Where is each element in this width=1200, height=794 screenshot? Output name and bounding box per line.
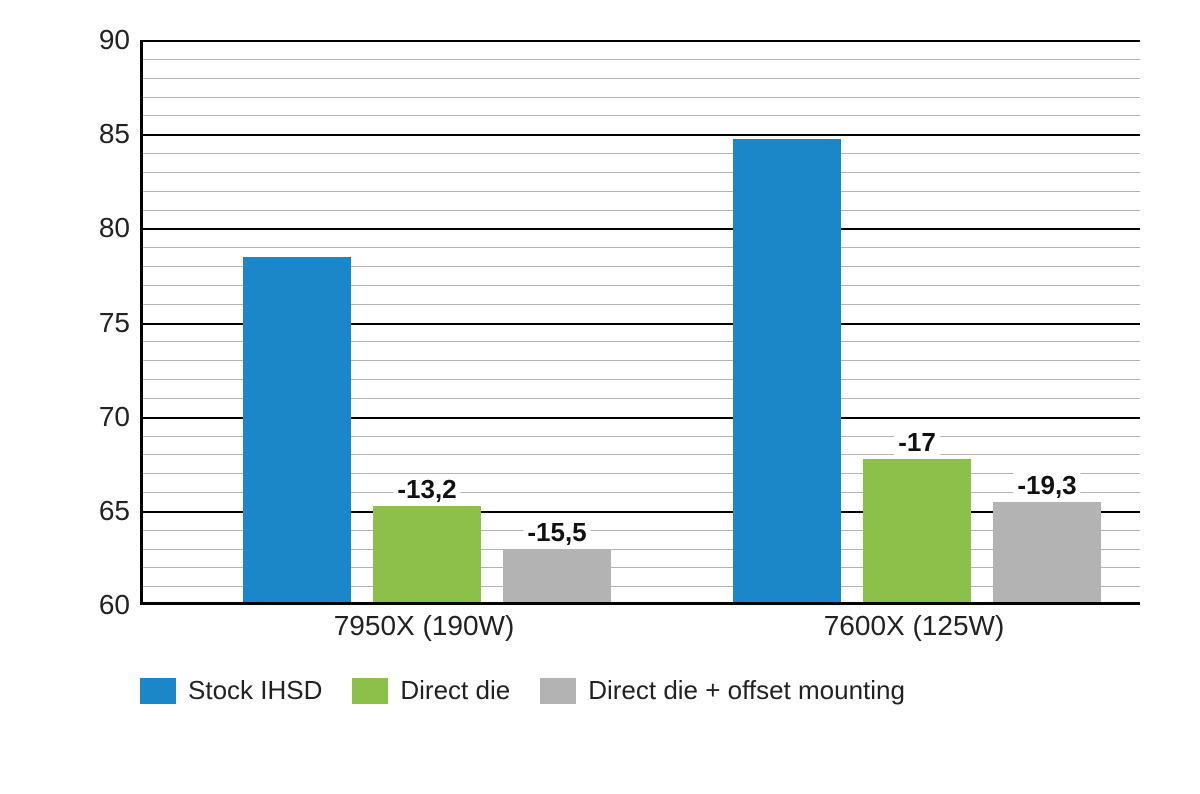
chart-container: 60657075808590-13,2-15,5-17-19,3 Stock I… <box>60 30 1160 730</box>
gridline-minor <box>143 153 1140 154</box>
bar <box>373 506 481 602</box>
bar-value-label: -15,5 <box>523 517 590 548</box>
bar <box>863 459 971 602</box>
gridline-minor <box>143 191 1140 192</box>
y-axis-tick-label: 75 <box>70 307 130 339</box>
gridline-major <box>143 134 1140 136</box>
legend-item: Stock IHSD <box>140 675 322 706</box>
gridline-major <box>143 40 1140 42</box>
bar <box>243 257 351 602</box>
gridline-major <box>143 228 1140 230</box>
plot-area: 60657075808590-13,2-15,5-17-19,3 <box>140 40 1140 605</box>
legend-item: Direct die <box>352 675 510 706</box>
legend-label: Direct die + offset mounting <box>588 675 905 706</box>
y-axis-tick-label: 85 <box>70 118 130 150</box>
x-axis-category-label: 7600X (125W) <box>824 610 1005 642</box>
y-axis-tick-label: 60 <box>70 589 130 621</box>
gridline-minor <box>143 97 1140 98</box>
bar <box>993 502 1101 602</box>
legend: Stock IHSD Direct die Direct die + offset … <box>140 675 905 706</box>
y-axis-tick-label: 80 <box>70 212 130 244</box>
legend-label: Stock IHSD <box>188 675 322 706</box>
legend-swatch <box>540 678 576 704</box>
y-axis-tick-label: 70 <box>70 401 130 433</box>
legend-label: Direct die <box>400 675 510 706</box>
y-axis-tick-label: 90 <box>70 24 130 56</box>
legend-swatch <box>352 678 388 704</box>
bar <box>733 139 841 602</box>
y-axis-tick-label: 65 <box>70 495 130 527</box>
gridline-minor <box>143 59 1140 60</box>
gridline-minor <box>143 210 1140 211</box>
bar-value-label: -13,2 <box>393 474 460 505</box>
gridline-minor <box>143 247 1140 248</box>
bar <box>503 549 611 602</box>
gridline-minor <box>143 115 1140 116</box>
x-axis-category-label: 7950X (190W) <box>334 610 515 642</box>
gridline-minor <box>143 172 1140 173</box>
legend-item: Direct die + offset mounting <box>540 675 905 706</box>
bar-value-label: -17 <box>894 427 940 458</box>
gridline-minor <box>143 78 1140 79</box>
legend-swatch <box>140 678 176 704</box>
bar-value-label: -19,3 <box>1013 470 1080 501</box>
